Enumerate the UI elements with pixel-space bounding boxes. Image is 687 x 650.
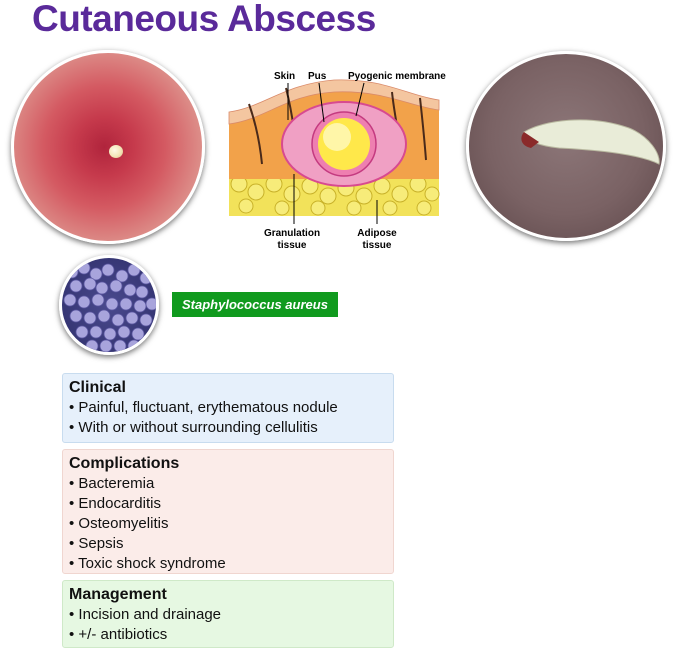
complications-heading: Complications [69, 455, 180, 472]
list-item: Toxic shock syndrome [69, 554, 387, 574]
management-list: Incision and drainage +/- antibiotics [69, 605, 387, 645]
label-adipose-line2: tissue [363, 240, 392, 251]
organism-badge: Staphylococcus aureus [172, 292, 338, 317]
complications-section: Complications Bacteremia Endocarditis Os… [62, 449, 394, 574]
clinical-list: Painful, fluctuant, erythematous nodule … [69, 398, 387, 438]
label-skin: Skin [274, 71, 295, 82]
label-granulation-line1: Granulation [264, 228, 320, 239]
pus-highlight [323, 123, 351, 151]
list-item: +/- antibiotics [69, 625, 387, 645]
label-leader-lines [287, 82, 378, 224]
list-item: Osteomyelitis [69, 514, 387, 534]
list-item: Incision and drainage [69, 605, 387, 625]
abscess-cross-section-diagram: Skin Pus Pyogenic membrane Granulation t… [228, 71, 446, 251]
staph-clusters-illustration [63, 261, 156, 352]
list-item: Painful, fluctuant, erythematous nodule [69, 398, 387, 418]
list-item: Sepsis [69, 534, 387, 554]
list-item: Bacteremia [69, 474, 387, 494]
label-pyogenic-membrane: Pyogenic membrane [348, 71, 446, 82]
list-item: With or without surrounding cellulitis [69, 418, 387, 438]
label-adipose-line1: Adipose [357, 228, 397, 239]
pus-expression-illustration [521, 119, 660, 165]
pustule-point [109, 145, 123, 158]
management-section: Management Incision and drainage +/- ant… [62, 580, 394, 648]
epidermis-layer [228, 79, 440, 125]
page-title: Cutaneous Abscess [32, 0, 376, 39]
abscess-photo [11, 50, 205, 244]
management-heading: Management [69, 586, 167, 603]
pus-drainage-photo [466, 51, 666, 241]
clinical-heading: Clinical [69, 379, 126, 396]
label-granulation-line2: tissue [278, 240, 307, 251]
list-item: Endocarditis [69, 494, 387, 514]
clinical-section: Clinical Painful, fluctuant, erythematou… [62, 373, 394, 443]
label-pus: Pus [308, 71, 327, 82]
complications-list: Bacteremia Endocarditis Osteomyelitis Se… [69, 474, 387, 574]
bacteria-micrograph-photo [59, 255, 159, 355]
